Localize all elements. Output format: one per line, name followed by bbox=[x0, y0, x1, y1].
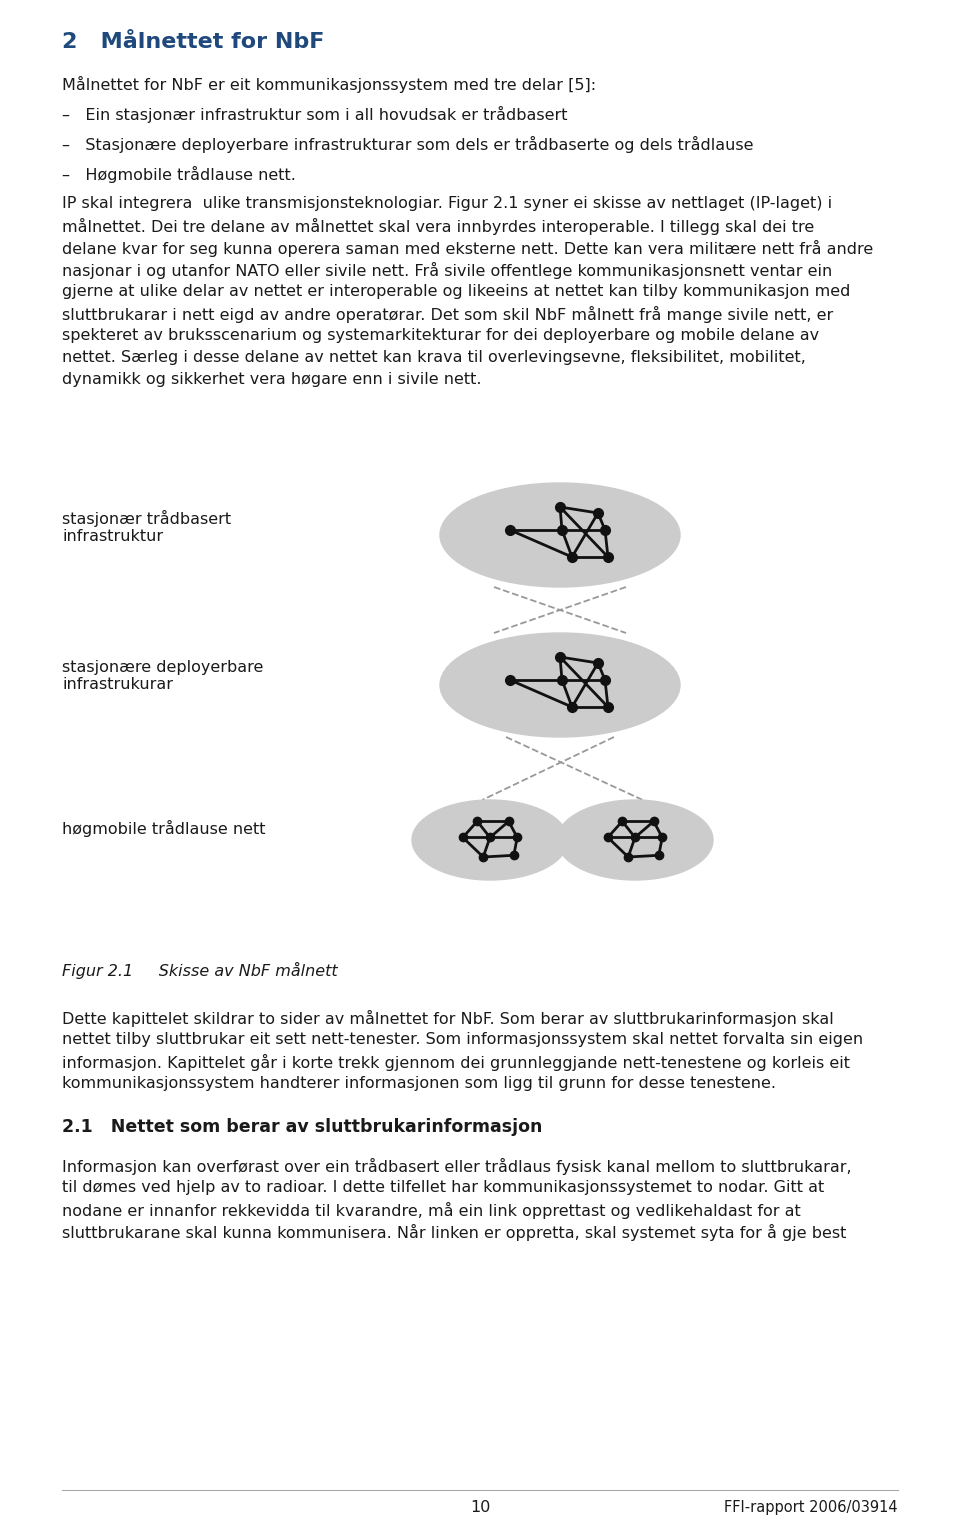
Text: 2.1   Nettet som berar av sluttbrukarinformasjon: 2.1 Nettet som berar av sluttbrukarinfor… bbox=[62, 1118, 542, 1136]
Text: målnettet. Dei tre delane av målnettet skal vera innbyrdes interoperable. I till: målnettet. Dei tre delane av målnettet s… bbox=[62, 217, 814, 236]
Text: sluttbrukarar i nett eigd av andre operatørar. Det som skil NbF målnett frå mang: sluttbrukarar i nett eigd av andre opera… bbox=[62, 306, 833, 323]
Ellipse shape bbox=[440, 632, 680, 736]
Text: Dette kapittelet skildrar to sider av målnettet for NbF. Som berar av sluttbruka: Dette kapittelet skildrar to sider av må… bbox=[62, 1010, 833, 1027]
Text: stasjonære deployerbare
infrastrukurar: stasjonære deployerbare infrastrukurar bbox=[62, 660, 263, 692]
Text: til dømes ved hjelp av to radioar. I dette tilfellet har kommunikasjonssystemet : til dømes ved hjelp av to radioar. I det… bbox=[62, 1180, 825, 1196]
Text: nettet tilby sluttbrukar eit sett nett-tenester. Som informasjonssystem skal net: nettet tilby sluttbrukar eit sett nett-t… bbox=[62, 1032, 863, 1047]
Text: nodane er innanfor rekkevidda til kvarandre, må ein link opprettast og vedlikeha: nodane er innanfor rekkevidda til kvaran… bbox=[62, 1202, 801, 1219]
Text: –   Høgmobile trådlause nett.: – Høgmobile trådlause nett. bbox=[62, 165, 296, 184]
Text: sluttbrukarane skal kunna kommunisera. Når linken er oppretta, skal systemet syt: sluttbrukarane skal kunna kommunisera. N… bbox=[62, 1223, 847, 1242]
Text: høgmobile trådlause nett: høgmobile trådlause nett bbox=[62, 821, 266, 837]
Ellipse shape bbox=[440, 482, 680, 586]
Text: delane kvar for seg kunna operera saman med eksterne nett. Dette kan vera militæ: delane kvar for seg kunna operera saman … bbox=[62, 240, 874, 257]
Text: stasjonær trådbasert
infrastruktur: stasjonær trådbasert infrastruktur bbox=[62, 510, 231, 545]
Text: Målnettet for NbF er eit kommunikasjonssystem med tre delar [5]:: Målnettet for NbF er eit kommunikasjonss… bbox=[62, 77, 596, 93]
Ellipse shape bbox=[557, 801, 713, 880]
Text: FFI-rapport 2006/03914: FFI-rapport 2006/03914 bbox=[725, 1500, 898, 1516]
Ellipse shape bbox=[412, 801, 568, 880]
Text: gjerne at ulike delar av nettet er interoperable og likeeins at nettet kan tilby: gjerne at ulike delar av nettet er inter… bbox=[62, 283, 851, 299]
Text: 10: 10 bbox=[469, 1500, 491, 1516]
Text: spekteret av bruksscenarium og systemarkitekturar for dei deployerbare og mobile: spekteret av bruksscenarium og systemark… bbox=[62, 328, 819, 343]
Text: nasjonar i og utanfor NATO eller sivile nett. Frå sivile offentlege kommunikasjo: nasjonar i og utanfor NATO eller sivile … bbox=[62, 262, 832, 279]
Text: nettet. Særleg i desse delane av nettet kan krava til overlevingsevne, fleksibil: nettet. Særleg i desse delane av nettet … bbox=[62, 351, 805, 364]
Text: dynamikk og sikkerhet vera høgare enn i sivile nett.: dynamikk og sikkerhet vera høgare enn i … bbox=[62, 372, 482, 387]
Text: kommunikasjonssystem handterer informasjonen som ligg til grunn for desse tenest: kommunikasjonssystem handterer informasj… bbox=[62, 1076, 776, 1092]
Text: –   Stasjonære deployerbare infrastrukturar som dels er trådbaserte og dels tråd: – Stasjonære deployerbare infrastruktura… bbox=[62, 136, 754, 153]
Text: –   Ein stasjonær infrastruktur som i all hovudsak er trådbasert: – Ein stasjonær infrastruktur som i all … bbox=[62, 106, 567, 122]
Text: IP skal integrera  ulike transmisjonsteknologiar. Figur 2.1 syner ei skisse av n: IP skal integrera ulike transmisjonstekn… bbox=[62, 196, 832, 211]
Text: informasjon. Kapittelet går i korte trekk gjennom dei grunnleggjande nett-tenest: informasjon. Kapittelet går i korte trek… bbox=[62, 1053, 850, 1072]
Text: Figur 2.1     Skisse av NbF målnett: Figur 2.1 Skisse av NbF målnett bbox=[62, 961, 338, 978]
Text: Informasjon kan overførast over ein trådbasert eller trådlaus fysisk kanal mello: Informasjon kan overførast over ein tråd… bbox=[62, 1157, 852, 1174]
Text: 2   Målnettet for NbF: 2 Målnettet for NbF bbox=[62, 32, 324, 52]
